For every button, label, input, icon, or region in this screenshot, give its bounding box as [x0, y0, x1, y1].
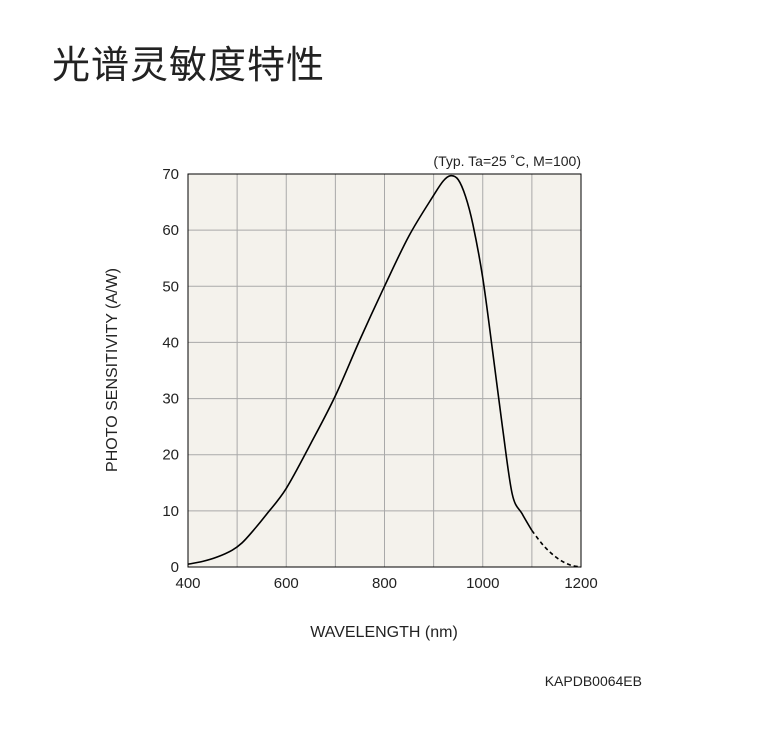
y-tick-label: 0 — [171, 559, 179, 576]
y-axis-label: PHOTO SENSITIVITY (A/W) — [104, 268, 121, 472]
condition-note: (Typ. Ta=25 ˚C, M=100) — [433, 153, 581, 169]
page-title: 光谱灵敏度特性 — [52, 43, 326, 87]
sensitivity-curve-extrapolated — [531, 530, 582, 568]
y-tick-label: 70 — [162, 166, 179, 183]
y-tick-label: 40 — [162, 334, 179, 351]
x-tick-label: 1200 — [564, 575, 597, 592]
y-tick-label: 20 — [162, 447, 179, 464]
x-tick-label: 600 — [274, 575, 299, 592]
y-tick-label: 50 — [162, 278, 179, 295]
series-layer — [187, 174, 582, 568]
y-tick-label: 60 — [162, 222, 179, 239]
x-tick-label: 400 — [175, 575, 200, 592]
y-tick-label: 10 — [162, 503, 179, 520]
footer-code: KAPDB0064EB — [545, 673, 642, 689]
x-tick-label: 800 — [372, 575, 397, 592]
y-tick-label: 30 — [162, 391, 179, 408]
plot-frame — [187, 173, 582, 568]
x-tick-label: 1000 — [466, 575, 499, 592]
x-tick-labels: 400 600 800 1000 1200 — [175, 575, 597, 592]
y-tick-labels: 0 10 20 30 40 50 60 70 — [162, 166, 179, 576]
sensitivity-curve — [187, 174, 533, 565]
x-axis-label: WAVELENGTH (nm) — [310, 624, 458, 641]
